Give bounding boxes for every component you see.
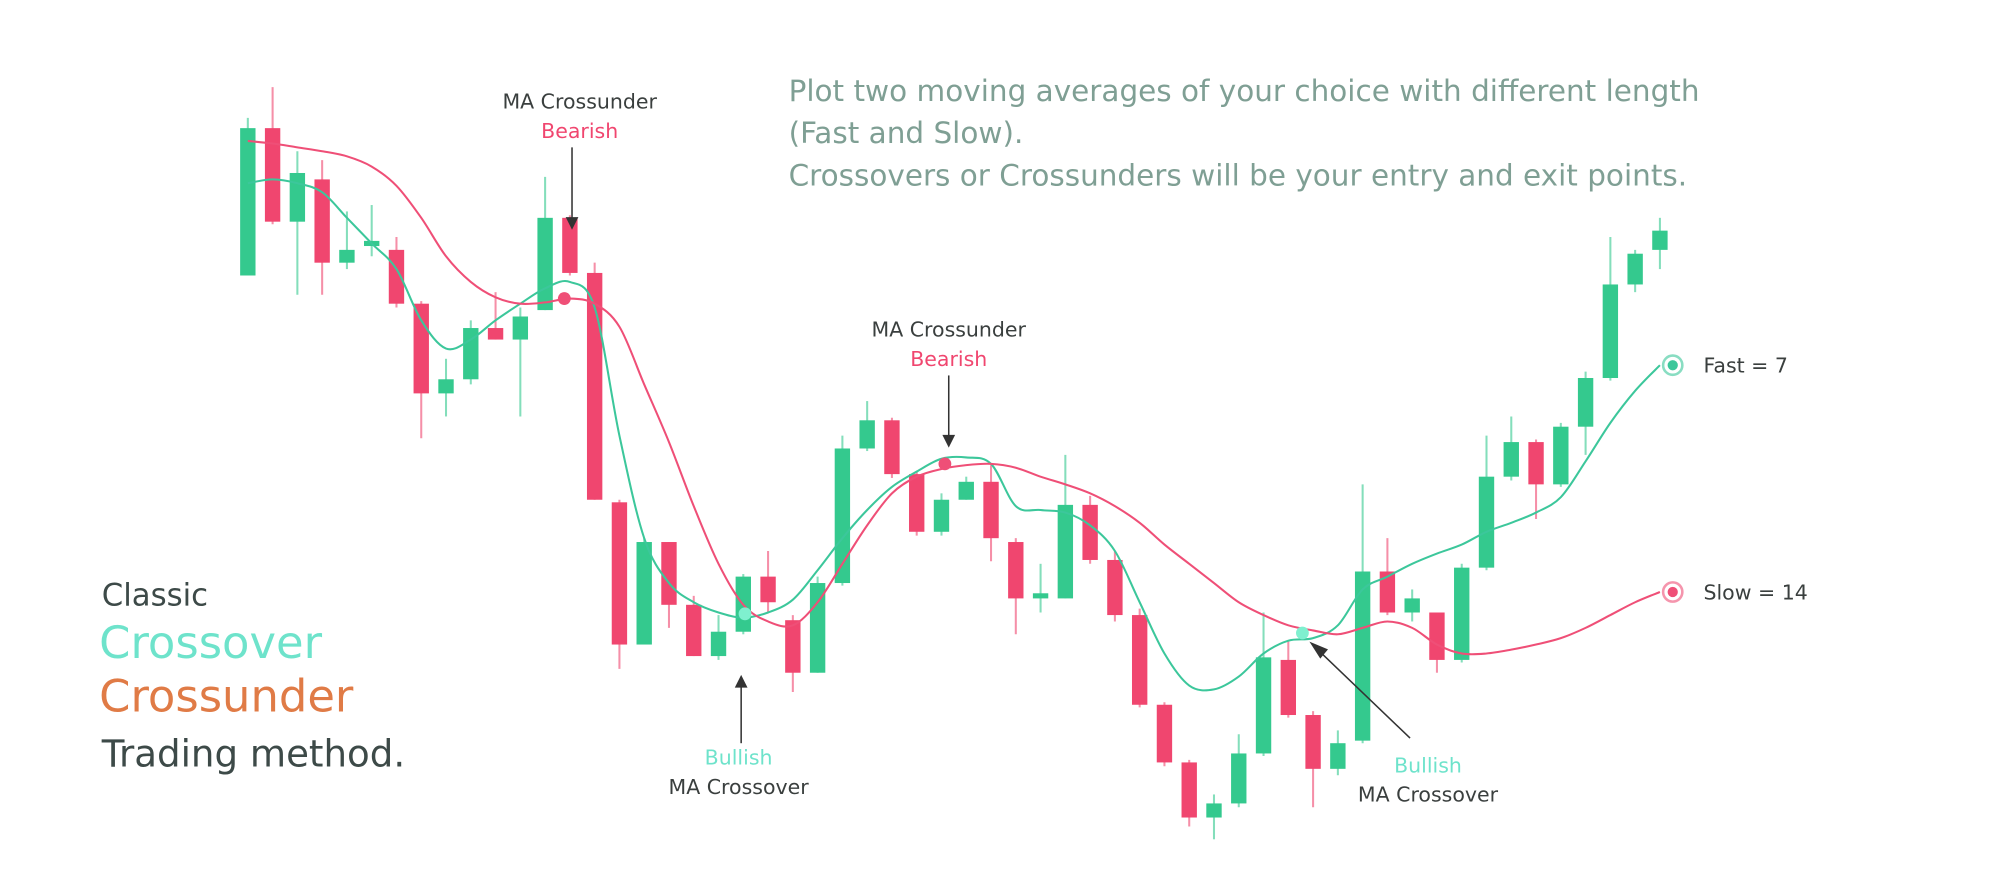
legend-label: Fast = 7 [1703, 353, 1787, 377]
arrow-head [942, 434, 956, 448]
crossunder-dot [938, 457, 952, 471]
candle-body [1231, 753, 1247, 804]
candle-body [834, 448, 851, 584]
annotation-title: MA Crossover [669, 775, 810, 799]
candle-body [487, 328, 504, 340]
headline-line: Trading method. [101, 733, 405, 776]
arrow [1317, 649, 1411, 739]
candles [240, 87, 1668, 840]
candle-body [1454, 567, 1470, 660]
annotation-title: MA Crossover [1358, 783, 1499, 807]
annotation-signal: Bearish [541, 119, 618, 143]
candle-body [1107, 559, 1123, 616]
candle-body [710, 631, 727, 657]
candle-body [686, 604, 702, 657]
candle-body [1602, 284, 1619, 379]
description-line: Crossovers or Crossunders will be your e… [789, 158, 1688, 192]
candle-body [611, 502, 628, 645]
candle-body [1379, 571, 1396, 613]
description-line: (Fast and Slow). [789, 116, 1024, 150]
candle-body [1528, 442, 1544, 485]
candle-body [314, 179, 330, 263]
candle-body [240, 128, 256, 276]
candle-body [1652, 230, 1668, 250]
candle-body [958, 481, 974, 500]
candle-body [1255, 657, 1272, 754]
candle-body [636, 542, 652, 645]
candle-body [562, 217, 578, 273]
candle-body [512, 316, 529, 340]
annotation-signal: Bearish [910, 347, 987, 371]
candle-body [264, 128, 281, 222]
crossover-dot [1296, 626, 1309, 640]
candle-body [1305, 715, 1321, 769]
candle-body [1330, 743, 1346, 769]
candle-body [1181, 762, 1197, 818]
legend-label: Slow = 14 [1703, 580, 1807, 604]
candle-body [1131, 615, 1148, 705]
candle-body [1503, 442, 1519, 477]
candle-body [413, 303, 429, 394]
candle-body [1156, 704, 1173, 763]
candle-body [1627, 253, 1643, 285]
crossunder-dot [557, 292, 571, 305]
crossover-dot [738, 607, 752, 621]
candle-body [1404, 598, 1420, 613]
candle-body [661, 542, 677, 605]
headline-line: Crossover [99, 616, 322, 669]
annotation-signal: Bullish [705, 746, 773, 770]
candle-body [785, 620, 801, 673]
candle-body [859, 420, 875, 449]
candle-body [760, 576, 776, 603]
description-line: Plot two moving averages of your choice … [789, 74, 1700, 108]
headline-line: Classic [102, 578, 208, 614]
candle-body [1553, 426, 1569, 485]
candle-body [1478, 476, 1495, 568]
ma-line [247, 178, 1661, 692]
candle-body [586, 272, 603, 500]
arrow-head [565, 217, 579, 230]
candle-body [1008, 542, 1024, 599]
annotation-signal: Bullish [1394, 753, 1462, 777]
annotation-title: MA Crossunder [872, 318, 1027, 342]
arrow-head [1309, 641, 1329, 659]
candle-body [1057, 504, 1074, 599]
arrows [565, 147, 1411, 744]
series-end-dot [1667, 586, 1678, 598]
candle-body [909, 474, 925, 532]
candle-body [537, 217, 553, 311]
candle-body [1354, 571, 1371, 741]
ma-line [247, 139, 1661, 656]
headline-line: Crossunder [99, 670, 354, 723]
candle-body [1206, 803, 1222, 818]
candle-body [1280, 659, 1296, 716]
crossover-points [557, 292, 1309, 640]
candle-body [983, 481, 999, 539]
arrow-head [734, 674, 748, 688]
candle-body [289, 172, 306, 222]
series-end-dot [1667, 360, 1678, 371]
candle-body [1082, 504, 1098, 560]
candle-body [1032, 593, 1049, 599]
headline: Classic Crossover Crossunder Trading met… [99, 578, 405, 776]
candle-body [1577, 378, 1594, 427]
candle-body [438, 379, 454, 394]
annotation-title: MA Crossunder [502, 90, 657, 114]
candle-body [339, 249, 355, 263]
candle-body [1429, 612, 1445, 660]
description: Plot two moving averages of your choice … [789, 74, 1700, 193]
candle-body [933, 499, 950, 532]
candle-body [884, 420, 900, 475]
candle-body [388, 249, 405, 304]
